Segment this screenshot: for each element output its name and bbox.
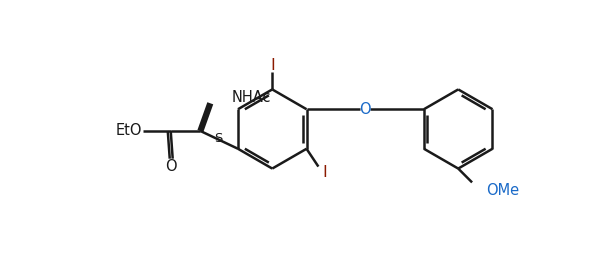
Text: I: I (322, 165, 327, 180)
Text: I: I (270, 58, 275, 73)
Text: O: O (165, 159, 177, 174)
Text: S: S (214, 132, 222, 145)
Text: NHAc: NHAc (232, 90, 271, 105)
Text: O: O (359, 102, 371, 117)
Text: OMe: OMe (486, 183, 519, 198)
Text: EtO: EtO (116, 123, 142, 139)
